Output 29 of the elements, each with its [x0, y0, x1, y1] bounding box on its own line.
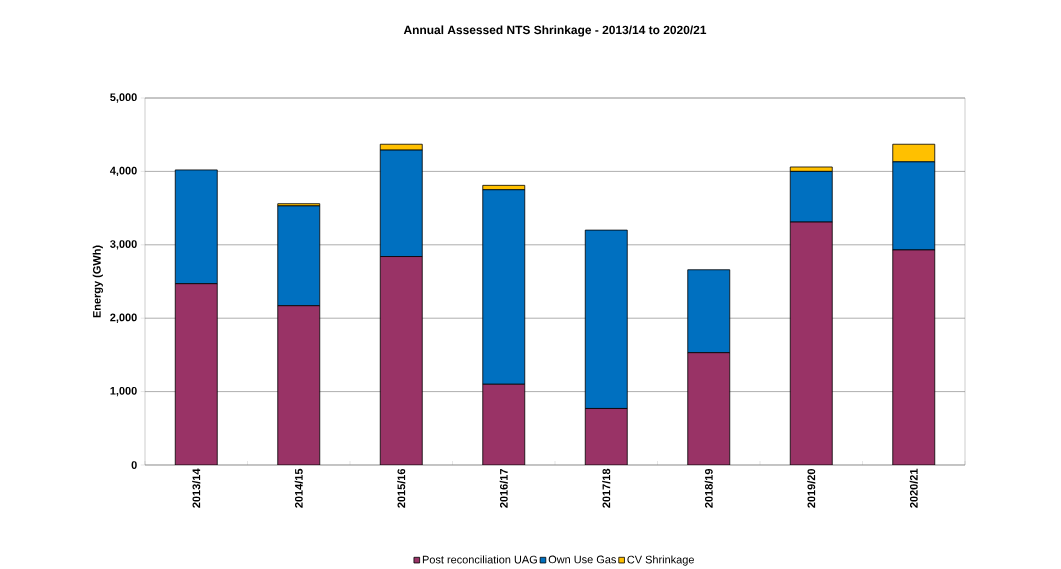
chart-title: Annual Assessed NTS Shrinkage - 2013/14 to 2020/21	[403, 25, 707, 37]
x-tick-label: 2015/16	[397, 468, 406, 508]
x-tick-label: 2019/20	[807, 469, 816, 508]
bar	[584, 229, 628, 409]
bar	[892, 249, 936, 466]
bar	[482, 383, 526, 466]
x-tick-label: 2014/15	[294, 468, 303, 508]
y-tick-label: 3,000	[110, 240, 137, 250]
legend-label: Own Use Gas	[548, 555, 616, 564]
x-tick-label: 2020/21	[909, 468, 918, 508]
bar	[687, 269, 731, 354]
y-tick-label: 5,000	[110, 93, 137, 103]
x-tick-label: 2017/18	[602, 468, 611, 508]
bar	[789, 221, 833, 466]
y-tick-label: 1,000	[110, 387, 137, 397]
x-tick-label: 2013/14	[192, 468, 201, 508]
legend-label: CV Shrinkage	[627, 555, 694, 566]
legend-label: Post reconciliation UAG	[422, 555, 537, 564]
y-tick-label: 0	[131, 461, 137, 469]
y-tick-label: 2,000	[110, 313, 137, 323]
x-tick-label: 2018/19	[704, 469, 713, 508]
x-tick-label: 2016/17	[499, 469, 508, 508]
y-axis-title: Energy (GWh)	[92, 245, 103, 318]
y-tick-label: 4,000	[109, 166, 137, 177]
bar	[174, 283, 218, 466]
bar	[277, 305, 321, 466]
bar	[584, 408, 628, 466]
bar	[379, 256, 423, 466]
bar	[687, 352, 731, 466]
